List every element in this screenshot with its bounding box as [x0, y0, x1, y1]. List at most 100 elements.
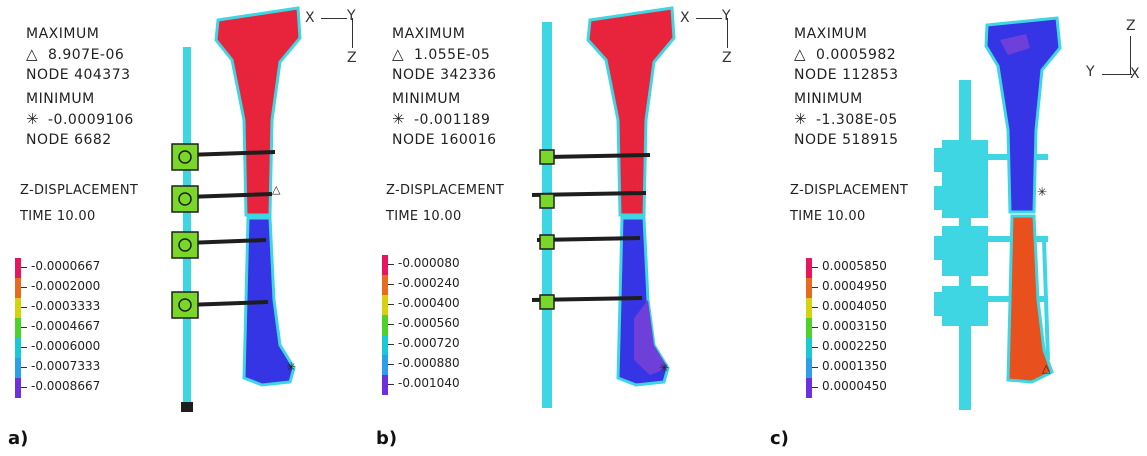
clamp	[171, 185, 199, 213]
minimum-star-icon: ✳	[392, 110, 406, 128]
fixator-model-a: △ ✳	[171, 6, 302, 412]
axis-vertical-line	[1130, 36, 1131, 74]
legend-value: -0.0007333	[31, 359, 101, 373]
minimum-node: NODE 160016	[392, 132, 497, 148]
minimum-value: -1.308E-05	[816, 112, 898, 128]
legend-swatch	[15, 338, 21, 358]
minimum-value: -0.0009106	[48, 112, 134, 128]
axis-top-label: Y	[722, 8, 731, 24]
axis-horizontal-label: X	[680, 10, 690, 26]
clamp	[539, 294, 555, 310]
fixator-rod	[542, 22, 552, 408]
axis-vertical-line	[352, 18, 353, 48]
maximum-title: MAXIMUM	[392, 26, 466, 42]
legend-swatch	[15, 358, 21, 378]
legend-value: -0.0003333	[31, 299, 101, 313]
min-marker: ✳	[659, 361, 669, 375]
legend-value: 0.0002250	[822, 339, 887, 353]
quantity-block-a: Z-DISPLACEMENT TIME 10.00	[20, 178, 138, 230]
axis-vertical-label: Z	[347, 50, 357, 66]
quantity-label: Z-DISPLACEMENT	[790, 183, 909, 198]
axis-triad-c: Z Y X	[1086, 18, 1144, 88]
clamp	[539, 234, 555, 250]
maximum-value: 0.0005982	[816, 47, 897, 63]
axis-horizontal-line	[696, 18, 722, 19]
result-info-b: MAXIMUM △ 1.055E-05 NODE 342336 MINIMUM ✳…	[392, 24, 497, 150]
quantity-label: Z-DISPLACEMENT	[386, 183, 505, 198]
pin	[546, 153, 651, 159]
time-label: TIME 10.00	[20, 209, 96, 224]
fixator-model-b: ✳	[531, 6, 676, 408]
clamp	[539, 149, 555, 165]
min-marker: ✳	[286, 360, 296, 374]
legend-value: -0.0006000	[31, 339, 101, 353]
result-info-c: MAXIMUM △ 0.0005982 NODE 112853 MINIMUM ✳…	[794, 24, 899, 150]
tibia-lower	[1006, 214, 1054, 384]
axis-triad-a: X Y Z	[305, 8, 365, 70]
legend-value: 0.0001350	[822, 359, 887, 373]
tibia-lower-shade	[634, 300, 668, 375]
quantity-block-b: Z-DISPLACEMENT TIME 10.00	[386, 178, 504, 230]
maximum-triangle-icon: △	[392, 45, 405, 63]
fixator-rod	[183, 47, 191, 407]
pin	[185, 238, 267, 245]
panel-a: △ ✳ MAXIMUM △ 8.907E-06 NODE 404373 MINIM…	[0, 0, 382, 456]
legend-value: 0.0005850	[822, 259, 887, 273]
panel-b: ✳ MAXIMUM △ 1.055E-05 NODE 342336 MINIMUM…	[376, 0, 764, 456]
quantity-block-c: Z-DISPLACEMENT TIME 10.00	[790, 178, 908, 230]
maximum-node: NODE 112853	[794, 67, 899, 83]
axis-vertical-label: X	[1130, 66, 1140, 82]
tibia-upper	[214, 6, 302, 217]
legend-swatch	[806, 338, 812, 358]
maximum-title: MAXIMUM	[794, 26, 868, 42]
maximum-triangle-icon: △	[26, 45, 39, 63]
minimum-title: MINIMUM	[794, 91, 863, 107]
legend-swatch	[806, 278, 812, 298]
time-label: TIME 10.00	[790, 209, 866, 224]
axis-top-label: Y	[347, 8, 356, 24]
legend-swatch	[382, 335, 388, 355]
legend-swatch	[382, 295, 388, 315]
axis-horizontal-label: Y	[1086, 64, 1095, 80]
legend-swatch	[15, 298, 21, 318]
minimum-value: -0.001189	[414, 112, 491, 128]
panel-c: ✳ △ MAXIMUM △ 0.0005982 NODE 112853 MINIM…	[764, 0, 1147, 456]
legend-swatch	[382, 275, 388, 295]
legend-value: 0.0000450	[822, 379, 887, 393]
tibia-lower	[242, 216, 296, 387]
axis-vertical-label: Z	[722, 50, 732, 66]
tibia-upper-shade	[1000, 34, 1030, 55]
legend-color-bar	[382, 255, 388, 395]
legend-swatch	[382, 315, 388, 335]
legend-color-bar	[806, 258, 812, 398]
maximum-triangle-icon: △	[794, 45, 807, 63]
legend-value: -0.0004667	[31, 319, 101, 333]
max-marker: △	[1042, 362, 1051, 375]
legend-swatch	[806, 378, 812, 398]
tibia-lower	[616, 216, 670, 387]
axis-horizontal-label: X	[305, 10, 315, 26]
legend-value: -0.000880	[398, 356, 460, 370]
axis-horizontal-line	[1102, 74, 1132, 75]
maximum-title: MAXIMUM	[26, 26, 100, 42]
minimum-star-icon: ✳	[794, 110, 808, 128]
pin	[185, 300, 269, 307]
legend-value: -0.001040	[398, 376, 460, 390]
legend-swatch	[382, 255, 388, 275]
legend-swatch	[806, 258, 812, 278]
pin	[185, 192, 273, 199]
legend-value: -0.000080	[398, 256, 460, 270]
tibia-lower-edge	[1042, 239, 1050, 361]
max-marker: △	[272, 183, 281, 196]
clamp	[539, 193, 555, 209]
maximum-node: NODE 342336	[392, 67, 497, 83]
legend-value: 0.0004050	[822, 299, 887, 313]
time-label: TIME 10.00	[386, 209, 462, 224]
panel-label: b)	[376, 428, 398, 449]
legend-value: -0.000560	[398, 316, 460, 330]
legend-color-bar	[15, 258, 21, 398]
legend-swatch	[15, 278, 21, 298]
minimum-star-icon: ✳	[26, 110, 40, 128]
minimum-title: MINIMUM	[26, 91, 95, 107]
legend-swatch	[806, 298, 812, 318]
